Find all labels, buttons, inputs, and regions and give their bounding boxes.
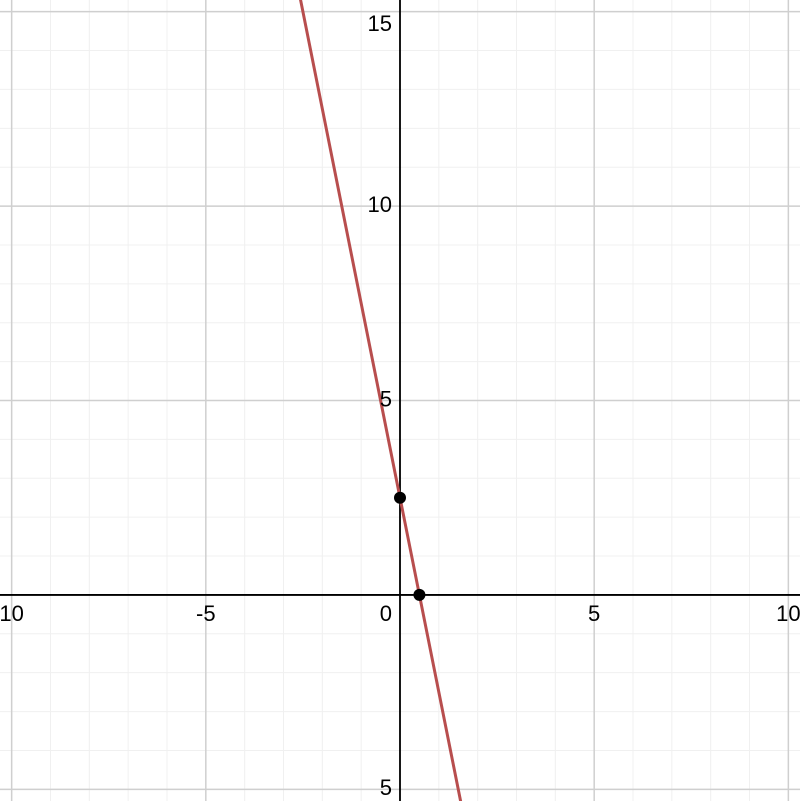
x-tick-label: 0 [380,601,392,626]
y-tick-label: 5 [380,775,392,800]
x-tick-label: 10 [776,601,800,626]
x-tick-label: 5 [588,601,600,626]
plotted-point [413,589,425,601]
x-tick-label: -5 [196,601,216,626]
x-tick-label: 10 [0,601,24,626]
y-tick-label: 5 [380,386,392,411]
plotted-point [394,492,406,504]
y-tick-label: 10 [368,192,392,217]
y-tick-label: 15 [368,11,392,36]
graph-svg: 10 -5 0 5 10 5 5 10 15 [0,0,800,801]
coordinate-plane: 10 -5 0 5 10 5 5 10 15 [0,0,800,801]
